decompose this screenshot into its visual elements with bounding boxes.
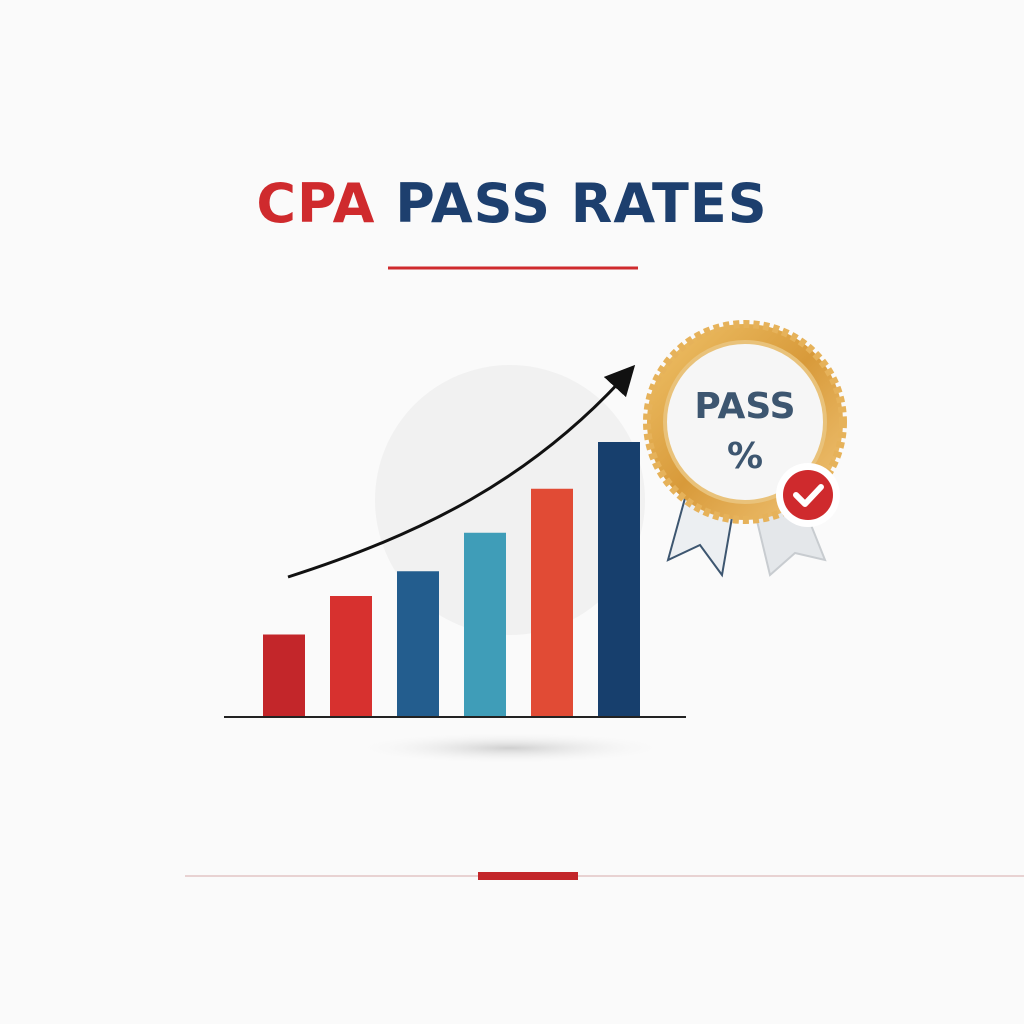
bar bbox=[397, 571, 439, 717]
bars bbox=[263, 442, 640, 717]
seal-inner bbox=[663, 340, 827, 504]
check-circle bbox=[783, 470, 833, 520]
bar bbox=[598, 442, 640, 717]
bar bbox=[464, 532, 506, 717]
floor-shadow bbox=[350, 732, 670, 764]
bar bbox=[263, 634, 305, 717]
badge-line2: % bbox=[727, 436, 763, 477]
footer-accent bbox=[478, 872, 578, 880]
check-mark bbox=[793, 484, 824, 507]
title-main: PASS RATES bbox=[395, 172, 767, 235]
bar bbox=[330, 596, 372, 717]
title: CPA PASS RATES bbox=[256, 172, 767, 235]
badge: PASS % bbox=[643, 320, 847, 578]
title-accent: CPA bbox=[256, 172, 375, 235]
bar bbox=[531, 488, 573, 717]
trend-arrow bbox=[287, 364, 636, 579]
backdrop-circle bbox=[375, 365, 645, 635]
badge-line1: PASS bbox=[694, 386, 795, 427]
